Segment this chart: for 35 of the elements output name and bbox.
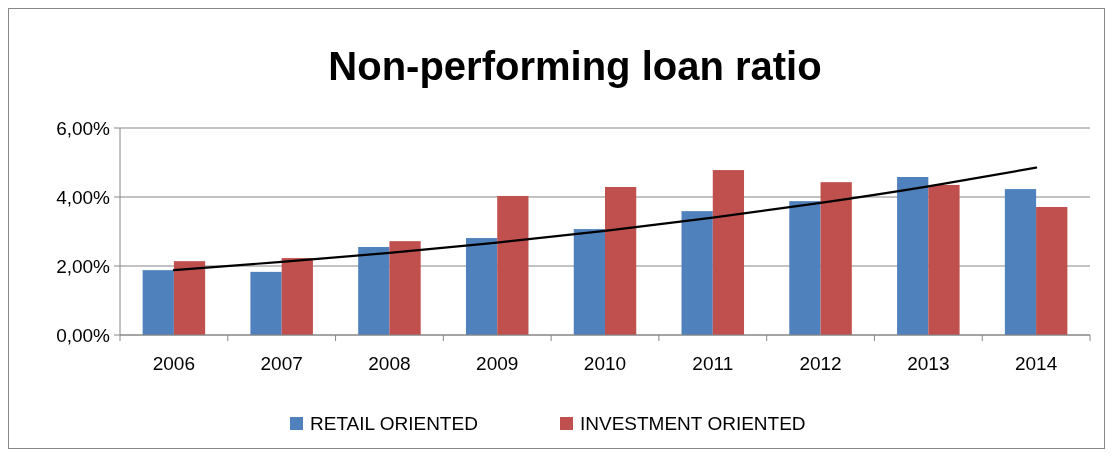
- bar: [142, 270, 174, 335]
- legend-label: RETAIL ORIENTED: [310, 413, 478, 434]
- line-series: [172, 166, 1038, 272]
- bar: [465, 238, 498, 335]
- x-tick-label: 2013: [907, 353, 950, 374]
- x-tick-label: 2011: [692, 353, 734, 374]
- y-tick-label: 6,00%: [56, 117, 111, 139]
- bar: [281, 258, 313, 335]
- legend-label: INVESTMENT ORIENTED: [580, 413, 806, 434]
- x-tick-label: 2009: [476, 353, 519, 374]
- x-tick-label: 2012: [799, 353, 842, 374]
- x-tick-label: 2006: [152, 353, 196, 374]
- bar: [928, 184, 960, 335]
- bar: [250, 271, 282, 335]
- bar: [1004, 189, 1037, 335]
- bar: [1036, 207, 1068, 335]
- bar: [573, 229, 605, 335]
- x-tick-label: 2008: [368, 353, 411, 374]
- bar: [712, 170, 745, 335]
- y-tick-label: 0,00%: [56, 324, 111, 346]
- bar: [389, 241, 421, 335]
- bar: [681, 211, 713, 335]
- y-tick-label: 2,00%: [56, 255, 111, 277]
- bar: [897, 176, 929, 335]
- bar: [497, 195, 529, 335]
- bar: [358, 247, 390, 335]
- y-tick-label: 4,00%: [56, 186, 111, 208]
- bar: [789, 201, 821, 335]
- bar: [820, 182, 852, 335]
- x-tick-label: 2014: [1014, 353, 1058, 374]
- x-tick-label: 2007: [260, 353, 303, 374]
- x-tick-label: 2010: [583, 353, 627, 374]
- bar: [605, 187, 637, 335]
- chart-title: Non-performing loan ratio: [328, 44, 822, 88]
- bar: [173, 261, 206, 335]
